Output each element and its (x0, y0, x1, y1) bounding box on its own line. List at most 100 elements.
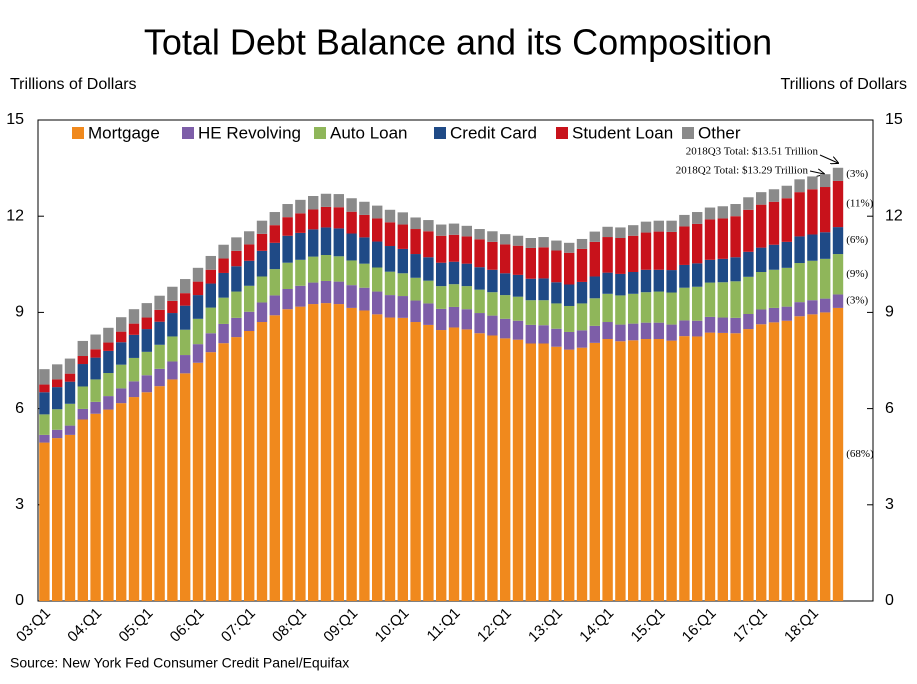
bar-segment (128, 334, 140, 358)
bar-segment (295, 306, 306, 601)
bar-segment (141, 329, 152, 352)
bar-segment (359, 201, 370, 215)
bar-segment (397, 248, 408, 274)
bar-segment (116, 342, 127, 365)
legend-swatch (434, 127, 446, 139)
bar-segment (717, 258, 728, 283)
bar-segment (64, 425, 76, 435)
bar-segment (589, 342, 600, 601)
bar-segment (730, 204, 741, 217)
bar-segment (640, 232, 652, 270)
bar-segment (64, 434, 76, 601)
bar-segment (128, 357, 140, 382)
x-tick-label: 06:Q1 (167, 605, 208, 646)
bar-segment (653, 291, 664, 323)
bar-segment (589, 276, 600, 299)
bar-segment (768, 269, 780, 308)
bar-segment (538, 343, 549, 601)
y-tick-label: 6 (15, 400, 24, 417)
bar-segment (589, 298, 600, 326)
bar-segment (359, 237, 370, 264)
x-tick-label: 12:Q1 (474, 605, 515, 646)
annotation: 2018Q2 Total: $13.29 Trillion (676, 165, 809, 177)
bar-segment (653, 220, 664, 232)
bar-segment (538, 237, 549, 248)
bar-segment (397, 273, 408, 297)
bar-segment (205, 307, 216, 334)
bar-segment (807, 314, 818, 601)
bar-segment (231, 291, 242, 318)
bar-segment (333, 256, 344, 282)
bar-segment (218, 343, 229, 601)
bar-segment (743, 329, 754, 601)
bar-segment (615, 227, 626, 239)
bar-segment (333, 228, 344, 257)
share-label: (9%) (846, 268, 868, 280)
bar-segment (474, 313, 485, 334)
bar-segment (77, 386, 88, 409)
bar-segment (500, 295, 511, 319)
bar-segment (576, 330, 588, 348)
bar-segment (39, 384, 50, 393)
x-tick-label: 07:Q1 (218, 605, 259, 646)
bar-segment (52, 379, 63, 388)
bar-segment (653, 231, 664, 270)
bar-segment (743, 314, 754, 330)
bar-segment (346, 233, 357, 261)
legend-label: Other (698, 123, 741, 142)
y2-tick-label: 3 (885, 496, 894, 513)
bar-segment (346, 260, 357, 286)
bar-segment (781, 241, 792, 268)
bar-segment (167, 336, 178, 362)
bar-segment (128, 397, 140, 601)
bar-segment (269, 212, 280, 226)
bar-segment (90, 334, 101, 350)
bar-segment (551, 346, 562, 601)
bar-segment (487, 292, 498, 316)
bar-segment (231, 237, 242, 251)
bar-segment (576, 281, 588, 304)
legend-swatch (314, 127, 326, 139)
bar-segment (781, 306, 792, 321)
bar-segment (308, 195, 319, 210)
bar-segment (704, 316, 716, 333)
bar-segment (730, 216, 741, 258)
x-tick-label: 05:Q1 (116, 605, 157, 646)
bar-segment (448, 223, 460, 235)
bar-segment (205, 283, 216, 308)
bar-segment (756, 324, 767, 601)
bar-segment (474, 333, 485, 601)
bar-segment (116, 403, 127, 601)
bar-segment (474, 267, 485, 290)
bar-segment (103, 396, 114, 410)
y2-axis-label: Trillions of Dollars (780, 76, 907, 93)
bar-segment (244, 244, 255, 261)
bar-segment (474, 229, 485, 240)
bar-segment (320, 303, 332, 601)
y2-tick-label: 6 (885, 400, 894, 417)
bar-segment (256, 302, 268, 323)
bar-segment (295, 199, 306, 214)
bar-segment (820, 187, 831, 233)
bar-segment (192, 281, 204, 296)
bar-segment (423, 231, 434, 258)
bar-segment (525, 278, 536, 301)
bar-segment (244, 285, 255, 312)
bar-segment (730, 281, 741, 318)
bar-segment (282, 309, 293, 601)
bar-segment (116, 331, 127, 343)
bar-segment (781, 320, 792, 601)
share-label: (68%) (846, 448, 874, 460)
source-note: Source: New York Fed Consumer Credit Pan… (10, 655, 349, 671)
bar-segment (512, 235, 524, 246)
bar-segment (730, 257, 741, 282)
x-tick-label: 03:Q1 (13, 605, 54, 646)
y-tick-label: 9 (15, 304, 24, 321)
bar-segment (807, 300, 818, 315)
y2-tick-label: 9 (885, 304, 894, 321)
bar-segment (359, 287, 370, 311)
bar-segment (320, 255, 332, 281)
bar-segment (487, 335, 498, 601)
bar-segment (205, 269, 216, 284)
chart-title: Total Debt Balance and its Composition (144, 22, 772, 63)
